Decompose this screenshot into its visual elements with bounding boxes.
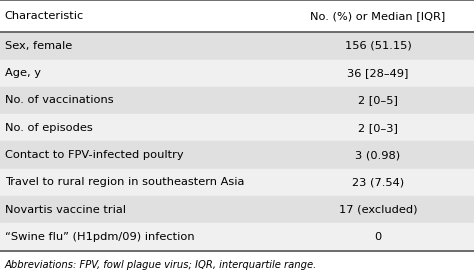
Text: 0: 0 bbox=[374, 232, 382, 242]
Text: Characteristic: Characteristic bbox=[5, 11, 84, 21]
Text: Contact to FPV-infected poultry: Contact to FPV-infected poultry bbox=[5, 150, 183, 160]
Text: Abbreviations: FPV, fowl plague virus; IQR, interquartile range.: Abbreviations: FPV, fowl plague virus; I… bbox=[5, 260, 317, 270]
Bar bbox=[0, 223, 474, 251]
Text: Novartis vaccine trial: Novartis vaccine trial bbox=[5, 205, 126, 215]
Bar bbox=[0, 114, 474, 141]
Bar bbox=[0, 32, 474, 60]
Text: 3 (0.98): 3 (0.98) bbox=[356, 150, 401, 160]
Bar bbox=[0, 60, 474, 87]
Text: Sex, female: Sex, female bbox=[5, 41, 72, 51]
Bar bbox=[0, 141, 474, 169]
Text: 36 [28–49]: 36 [28–49] bbox=[347, 68, 409, 78]
Text: 2 [0–3]: 2 [0–3] bbox=[358, 123, 398, 133]
Bar bbox=[0, 196, 474, 223]
Text: “Swine flu” (H1pdm/09) infection: “Swine flu” (H1pdm/09) infection bbox=[5, 232, 194, 242]
Text: 17 (excluded): 17 (excluded) bbox=[339, 205, 417, 215]
Text: 2 [0–5]: 2 [0–5] bbox=[358, 95, 398, 106]
Text: No. of vaccinations: No. of vaccinations bbox=[5, 95, 113, 106]
Text: No. (%) or Median [IQR]: No. (%) or Median [IQR] bbox=[310, 11, 446, 21]
Text: 156 (51.15): 156 (51.15) bbox=[345, 41, 411, 51]
Text: Age, y: Age, y bbox=[5, 68, 41, 78]
Bar bbox=[0, 87, 474, 114]
Text: No. of episodes: No. of episodes bbox=[5, 123, 92, 133]
Text: 23 (7.54): 23 (7.54) bbox=[352, 177, 404, 187]
Bar bbox=[0, 169, 474, 196]
Bar bbox=[0, 0, 474, 32]
Text: Travel to rural region in southeastern Asia: Travel to rural region in southeastern A… bbox=[5, 177, 244, 187]
